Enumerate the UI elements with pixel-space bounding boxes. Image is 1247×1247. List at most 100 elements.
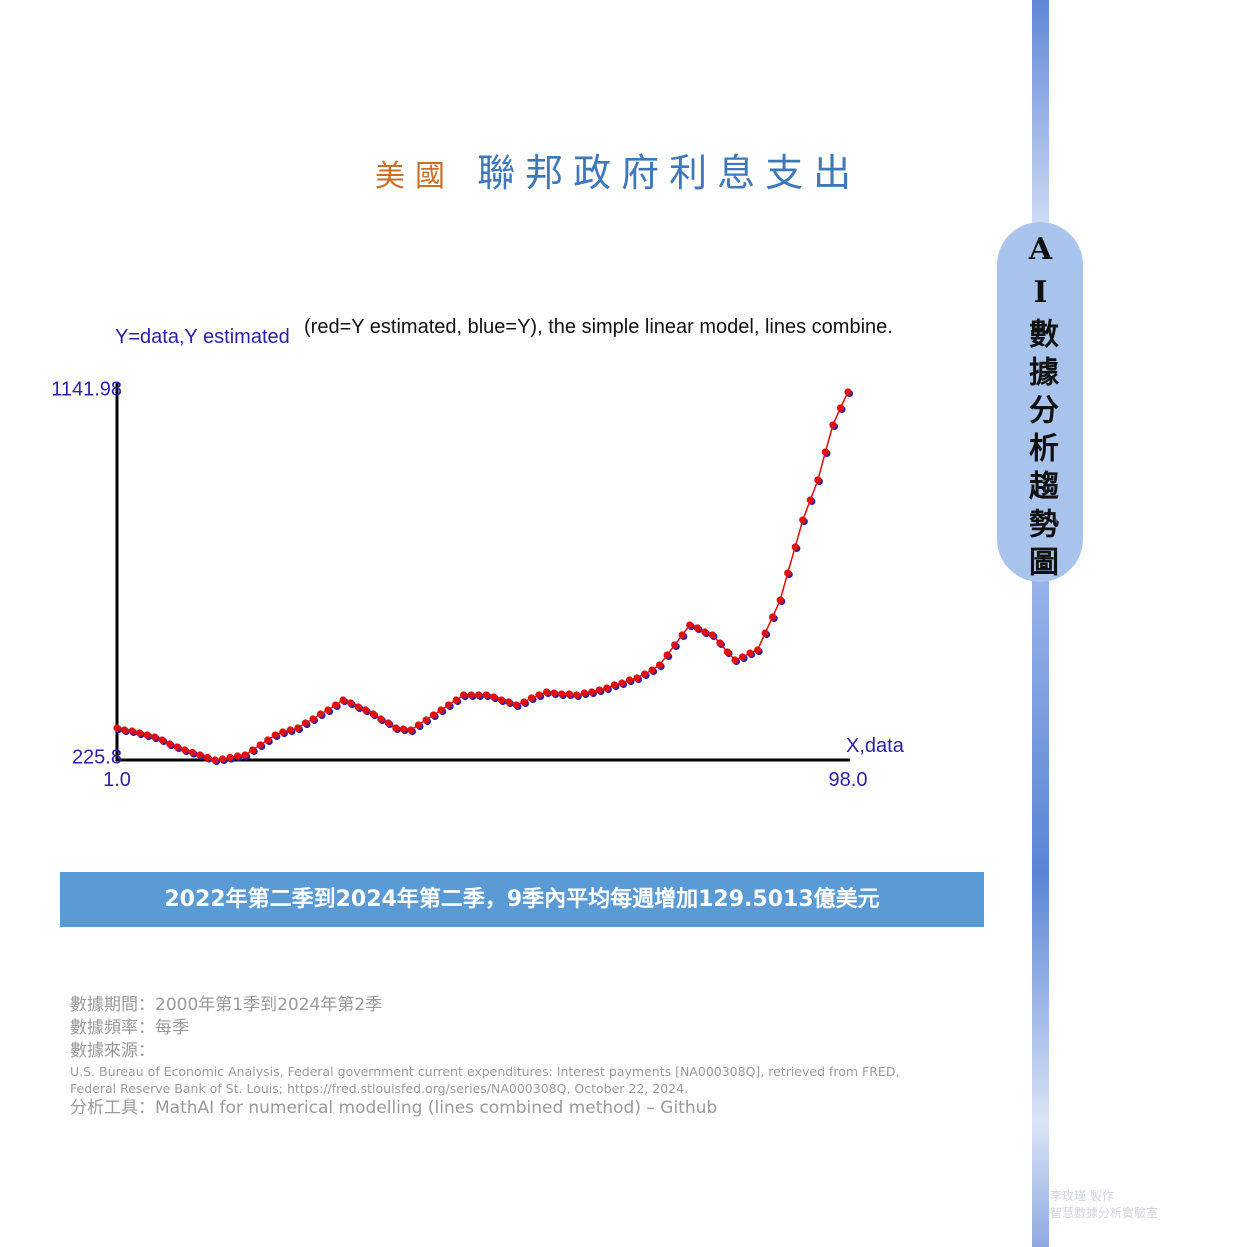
side-label: AI數據分析趨勢圖 xyxy=(1023,232,1058,584)
credit-line: 智慧數據分析實驗室 xyxy=(1050,1206,1159,1220)
data-point xyxy=(580,689,588,697)
data-point xyxy=(588,688,596,696)
data-point xyxy=(203,753,212,762)
title-b: 聯邦政府利息支出 xyxy=(477,151,862,195)
data-point xyxy=(128,727,136,735)
page-title: 美國 聯邦政府利息支出 xyxy=(375,142,861,197)
credit: 李玫瑾 製作智慧數據分析實驗室 xyxy=(1050,1188,1158,1222)
notes: 數據期間：2000年第1季到2024年第2季 數據頻率：每季 數據來源： U.S. B… xyxy=(70,994,899,1120)
data-point xyxy=(527,694,536,702)
data-point xyxy=(746,649,754,657)
data-point xyxy=(490,693,498,701)
data-point xyxy=(723,648,732,656)
data-point xyxy=(520,698,528,706)
data-point xyxy=(784,569,792,577)
side-strip xyxy=(1032,0,1049,1247)
data-point xyxy=(610,681,618,689)
data-point xyxy=(753,646,762,654)
data-point xyxy=(286,726,294,734)
chart: Y=data,Y estimated (red=Y estimated, blu… xyxy=(51,316,905,791)
data-point xyxy=(331,701,340,709)
data-point xyxy=(226,753,234,762)
data-point xyxy=(776,596,784,604)
data-point xyxy=(218,755,227,763)
data-point xyxy=(377,715,385,723)
data-point xyxy=(452,696,460,704)
x-tick-label: 1.0 xyxy=(103,769,131,791)
data-point xyxy=(708,631,716,639)
data-point xyxy=(542,688,551,696)
note-line: U.S. Bureau of Economic Analysis, Federa… xyxy=(70,1064,900,1079)
note-line: 數據期間：2000年第1季到2024年第2季 xyxy=(70,995,383,1015)
x-axis-label: X,data xyxy=(846,735,905,757)
data-point xyxy=(324,706,332,714)
data-point xyxy=(294,724,302,732)
data-point xyxy=(407,726,415,734)
data-point xyxy=(120,726,129,734)
data-point xyxy=(791,543,799,551)
data-point xyxy=(482,691,490,699)
note-line: 分析工具：MathAI for numerical modelling (lin… xyxy=(70,1098,718,1118)
data-point xyxy=(143,731,151,739)
data-point xyxy=(188,748,196,757)
data-point xyxy=(444,701,453,709)
data-point xyxy=(196,751,204,759)
title-a: 美國 xyxy=(375,159,455,194)
data-point xyxy=(384,719,392,727)
data-point xyxy=(369,710,377,718)
data-point xyxy=(671,641,679,649)
data-point xyxy=(467,691,475,699)
data-point xyxy=(437,706,445,714)
credit-line: 李玫瑾 製作 xyxy=(1050,1189,1114,1203)
data-point xyxy=(271,731,279,739)
data-point xyxy=(422,716,430,724)
data-point xyxy=(769,613,777,621)
data-point xyxy=(678,631,686,639)
data-point xyxy=(573,691,581,699)
data-point xyxy=(618,679,626,687)
note-line: Federal Reserve Bank of St. Louis; https… xyxy=(70,1081,689,1096)
data-point xyxy=(429,711,438,719)
note-line: 數據來源： xyxy=(70,1041,155,1061)
data-point xyxy=(181,746,189,754)
data-point xyxy=(475,691,483,699)
data-point xyxy=(603,684,611,692)
data-point xyxy=(595,686,603,694)
data-point xyxy=(663,651,671,659)
data-point xyxy=(316,710,325,718)
data-point xyxy=(497,696,505,704)
data-point xyxy=(512,701,521,709)
data-point xyxy=(136,729,144,737)
data-point xyxy=(414,721,423,729)
data-point xyxy=(693,624,701,632)
data-point xyxy=(633,674,641,682)
data-point xyxy=(392,724,400,732)
note-line: 數據頻率：每季 xyxy=(70,1018,189,1038)
data-point xyxy=(821,448,829,456)
data-point xyxy=(731,656,739,664)
data-point xyxy=(301,719,310,727)
data-point xyxy=(505,698,513,706)
data-point xyxy=(264,736,272,744)
x-tick-label: 98.0 xyxy=(829,769,868,791)
data-point xyxy=(686,621,694,629)
data-point xyxy=(550,689,558,697)
data-point xyxy=(151,733,159,741)
data-point xyxy=(460,691,468,699)
data-point xyxy=(166,740,174,748)
data-point xyxy=(211,756,219,764)
data-point xyxy=(806,496,814,504)
data-point xyxy=(399,725,407,733)
data-point xyxy=(362,706,370,714)
data-point xyxy=(701,628,709,636)
data-point xyxy=(233,752,242,760)
data-point xyxy=(565,690,573,698)
data-point xyxy=(829,421,837,429)
data-point xyxy=(279,728,287,736)
data-point xyxy=(113,724,121,732)
y-tick-label: 225.8 xyxy=(72,746,122,768)
data-point xyxy=(761,629,769,637)
data-point xyxy=(640,670,649,678)
data-point xyxy=(814,476,822,484)
